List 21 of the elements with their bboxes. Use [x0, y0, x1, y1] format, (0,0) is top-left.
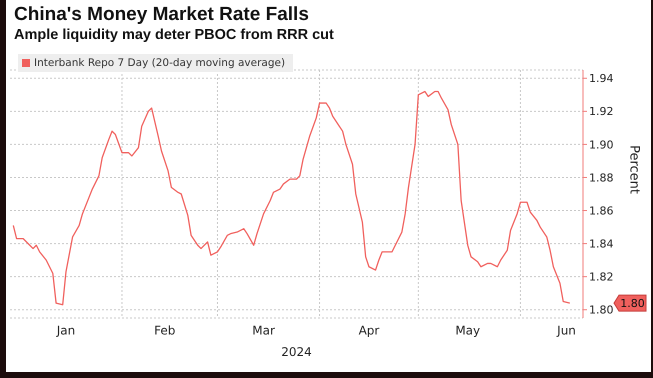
y-tick-label: 1.80 — [589, 304, 614, 317]
y-tick-label: 1.88 — [589, 171, 614, 184]
text: 1.80 — [620, 297, 645, 310]
x-tick-label: Jun — [556, 324, 576, 338]
y-tick-label: 1.84 — [589, 238, 614, 251]
chart-subtitle: Ample liquidity may deter PBOC from RRR cut — [14, 27, 334, 43]
y-tick-label: 1.92 — [589, 105, 614, 118]
y-axis-title: Percent — [626, 145, 642, 194]
y-tick-label: 1.90 — [589, 138, 614, 152]
x-tick-label: Apr — [358, 324, 380, 338]
chart-title: China's Money Market Rate Falls — [14, 4, 309, 26]
x-tick-label: Feb — [154, 324, 176, 338]
y-tick-label: 1.86 — [589, 204, 614, 218]
legend-label: Interbank Repo 7 Day (20-day moving average) — [33, 57, 286, 69]
y-tick-label: 1.82 — [589, 270, 614, 284]
x-tick-label: Jan — [56, 324, 76, 338]
y-tick-label: 1.94 — [589, 72, 614, 86]
line-series — [12, 90, 570, 306]
x-tick-label: May — [455, 324, 480, 338]
x-tick-label: Mar — [252, 324, 275, 338]
x-axis-title: 2024 — [281, 345, 312, 359]
